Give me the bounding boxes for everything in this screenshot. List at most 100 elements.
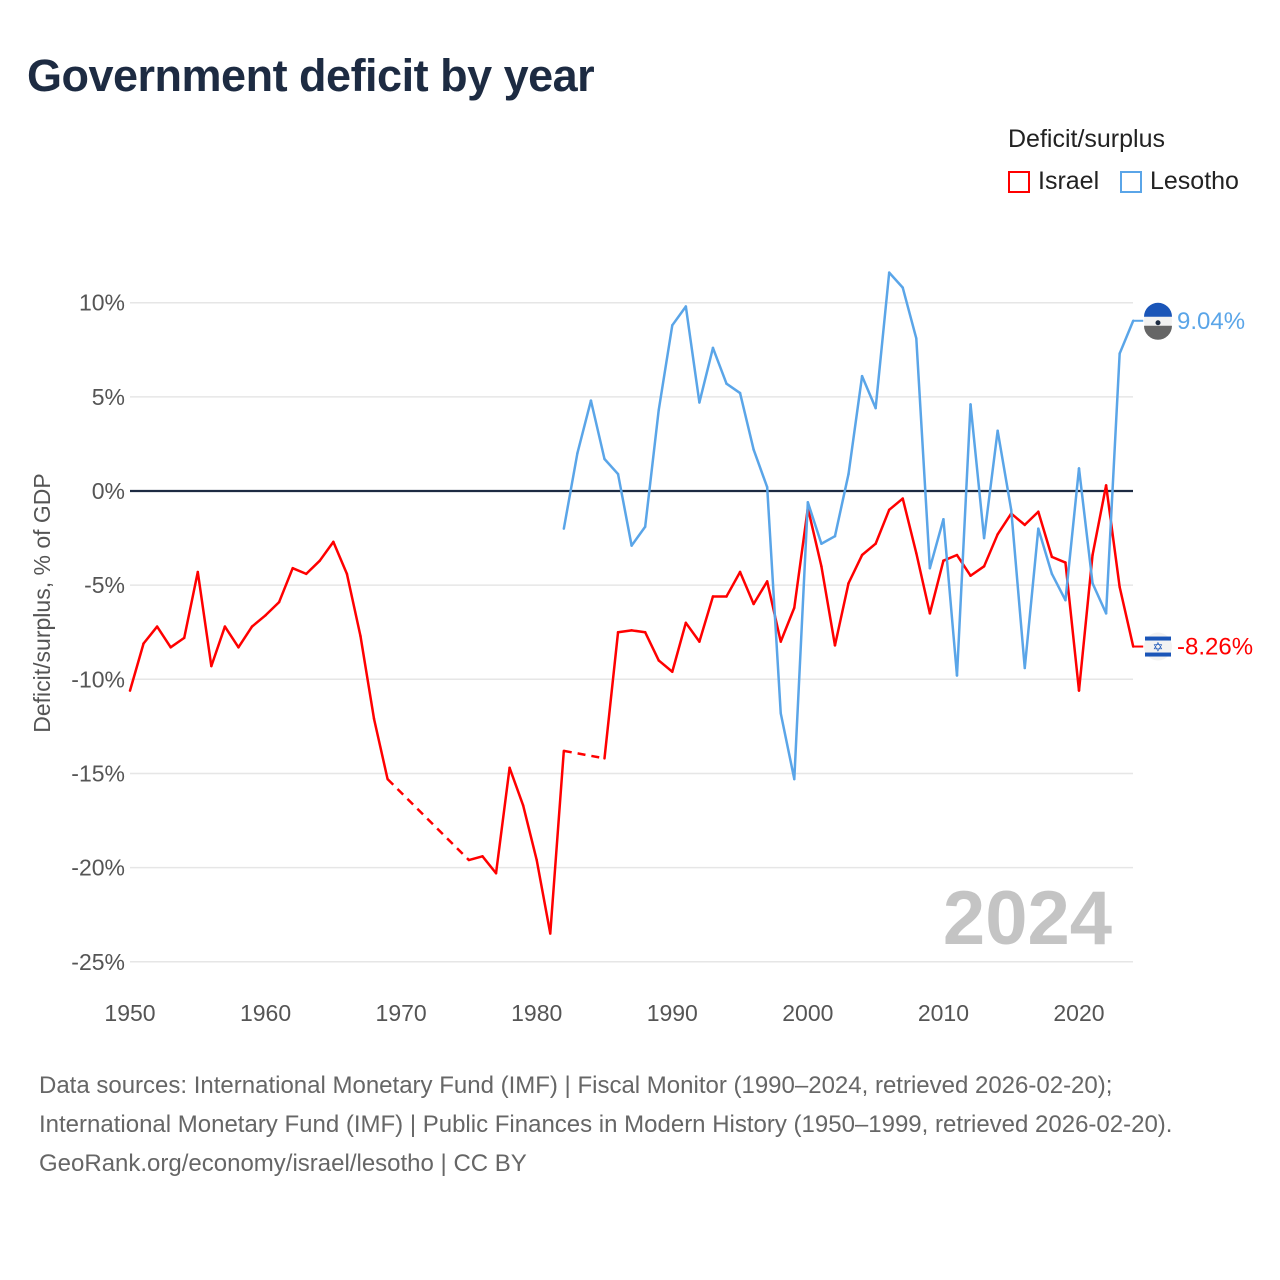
line-segment-israel [725,570,742,598]
credit-link[interactable]: GeoRank.org/economy/israel/lesotho | CC … [39,1150,527,1177]
line-segment-israel [1009,512,1027,527]
line-segment-lesotho [1023,527,1040,670]
y-tick-label: 0% [92,478,125,504]
y-tick-label: -10% [71,666,125,692]
line-segment-lesotho [630,525,647,547]
line-segment-lesotho [860,374,877,410]
line-segment-israel [277,566,294,604]
line-segment-lesotho [576,399,593,455]
line-segment-lesotho [1118,319,1135,355]
line-segment-lesotho [820,534,837,545]
line-segment-israel [630,629,647,634]
footer: Data sources: International Monetary Fun… [39,1066,1239,1183]
line-segment-lesotho [996,429,1013,512]
y-tick-label: -15% [71,760,125,786]
line-segment-israel [820,565,837,647]
line-segment-israel [359,634,376,721]
line-segment-israel [142,625,159,645]
year-watermark: 2024 [943,876,1112,961]
x-tick-label: 1990 [647,1000,698,1026]
line-segment-israel [806,506,823,568]
line-segment-lesotho [982,429,999,540]
line-segment-lesotho [1104,352,1121,615]
line-segment-israel [996,512,1013,536]
line-segment-israel [603,630,620,760]
line-segment-lesotho [833,472,850,538]
line-segment-israel [901,497,918,555]
line-segment-lesotho [1050,572,1067,602]
line-segment-israel [196,570,213,668]
x-tick-label: 1960 [240,1000,291,1026]
legend-item-lesotho[interactable]: Lesotho [1120,167,1239,196]
line-segment-lesotho [942,517,959,677]
line-segment-israel [684,621,701,643]
line-segment-israel [155,625,172,649]
end-value-label: -8.26% [1177,634,1253,661]
star-of-david-icon: ✡ [1153,640,1164,655]
line-segment-israel [549,749,566,935]
hat-icon [1155,320,1161,326]
data-sources: Data sources: International Monetary Fun… [39,1072,1173,1138]
line-segment-lesotho [955,403,972,677]
line-segment-israel [860,542,877,557]
line-segment-israel [481,855,498,875]
legend-swatch-israel [1008,170,1030,193]
line-segment-israel [304,559,322,576]
line-segment-israel [508,766,525,807]
line-segment-lesotho [725,382,742,395]
legend-label: Israel [1038,167,1100,195]
line-segment-lesotho [915,337,932,570]
line-segment-israel [928,559,945,615]
line-chart: 10% 5% 0% -5% -10% -15% -20% -25% 1950 1960 1970 19… [29,271,1253,1026]
line-segment-lesotho [603,457,620,476]
line-segment-israel [182,570,200,640]
line-segment-lesotho [684,305,701,404]
line-segment-israel [291,566,308,576]
line-segment-lesotho [793,501,810,781]
line-segment-israel [223,625,240,649]
line-segment-israel [1104,484,1121,589]
line-segment-israel [345,572,362,638]
line-segment-israel [264,600,281,617]
line-segment-lesotho [779,711,796,781]
line-segment-israel [915,551,932,615]
x-tick-label: 1950 [104,1000,155,1026]
line-segment-israel [494,766,511,875]
line-segment-lesotho [847,374,864,476]
x-tick-label: 2000 [782,1000,833,1026]
line-segment-israel [752,580,769,606]
line-segment-lesotho [1077,467,1094,585]
lesotho-flag-icon [1144,302,1172,340]
line-segment-israel [128,642,145,692]
legend-title: Deficit/surplus [1008,125,1165,153]
line-segment-israel [169,636,186,649]
line-segment-lesotho [901,286,918,340]
line-segment-israel [616,629,633,634]
line-segment-israel [210,625,227,668]
gap-segment-israel [386,778,470,861]
line-segment-israel [955,553,972,577]
line-segment-lesotho [806,501,823,545]
legend-item-israel[interactable]: Israel [1008,167,1099,196]
line-segment-israel [969,565,986,577]
line-segment-israel [237,625,254,649]
line-segment-israel [887,497,904,512]
x-tick-label: 2010 [918,1000,969,1026]
line-segment-lesotho [616,472,633,547]
line-segment-lesotho [969,403,986,540]
line-segment-lesotho [928,517,945,570]
y-axis-label: Deficit/surplus, % of GDP [29,473,55,732]
end-value-label: 9.04% [1177,308,1245,335]
x-tick-label: 2020 [1053,1000,1104,1026]
line-segment-lesotho [643,408,660,529]
y-tick-label: 10% [79,290,125,316]
line-segment-israel [982,533,999,568]
y-tick-label: 5% [92,384,125,410]
line-segment-israel [1050,555,1067,564]
x-tick-label: 1980 [511,1000,562,1026]
line-segment-israel [779,606,796,643]
line-segment-israel [250,614,267,628]
line-segment-israel [1037,510,1054,559]
line-segment-lesotho [1091,582,1108,615]
line-segment-israel [738,570,755,606]
